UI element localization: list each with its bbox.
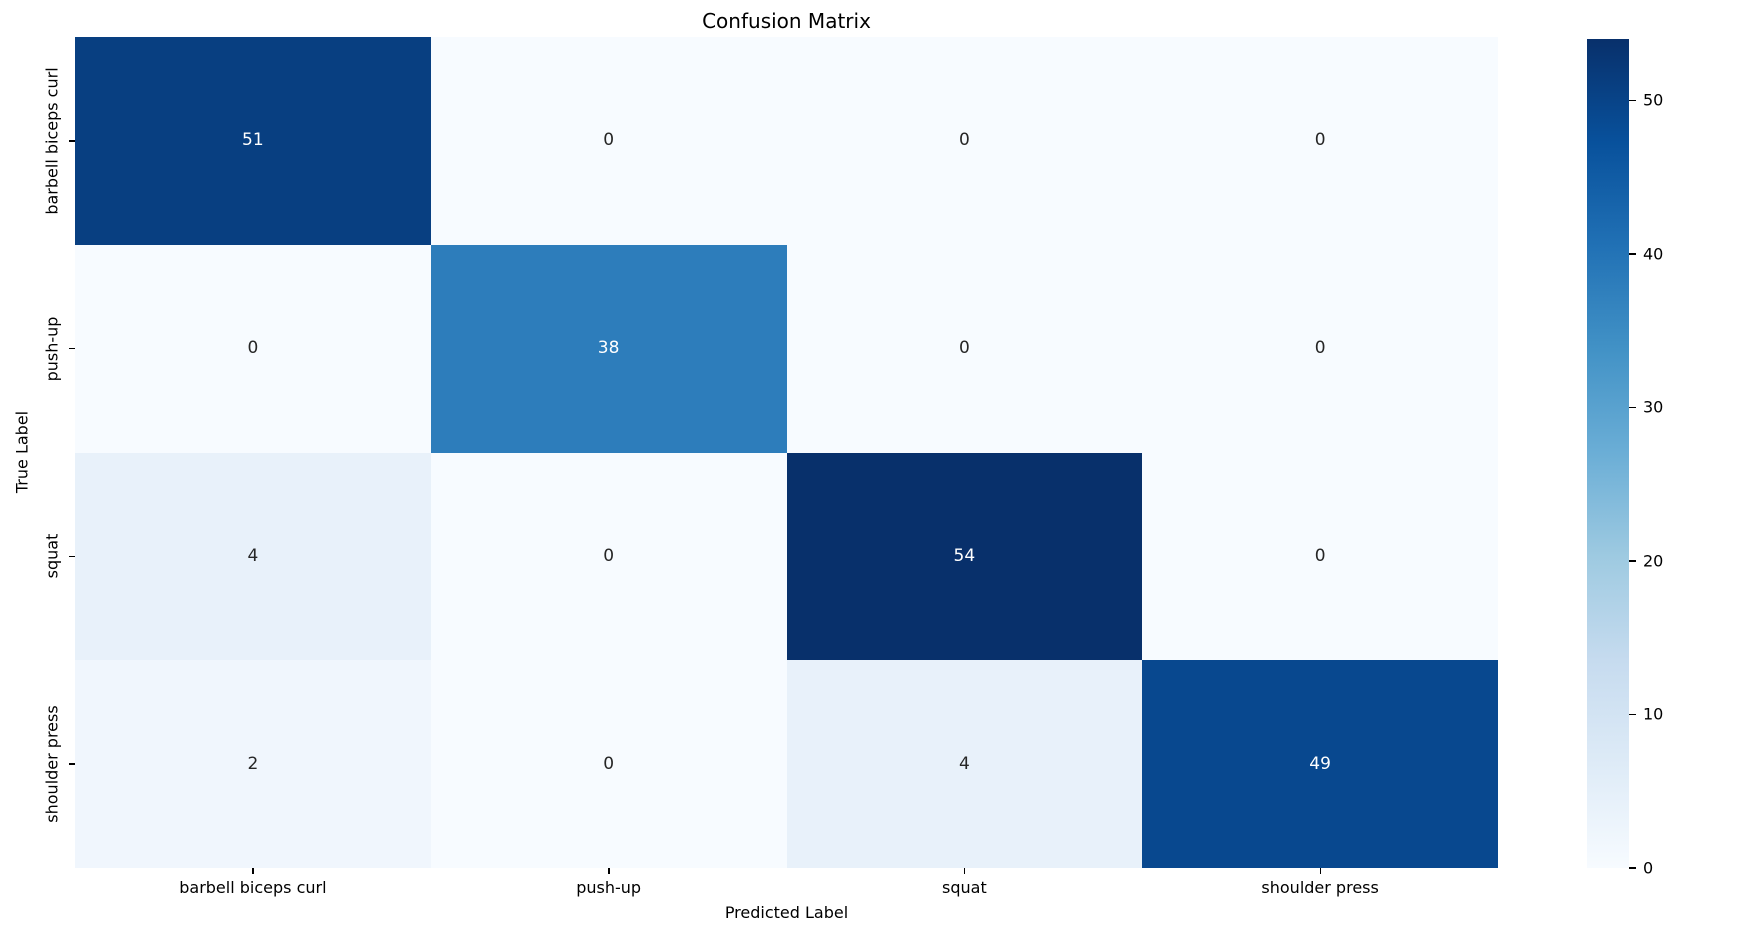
y-tick-label: barbell biceps curl: [42, 67, 62, 215]
x-tick-mark: [1319, 868, 1322, 874]
heatmap-grid: 51 0 0 0 0 38 0 0 4 0 54 0 2 0 4 49: [75, 37, 1498, 868]
matrix-cell: 0: [430, 452, 787, 661]
y-tick-mark: [69, 140, 75, 142]
x-tick-label: barbell biceps curl: [179, 878, 327, 897]
colorbar-tick-mark: [1629, 560, 1636, 562]
x-tick-mark: [963, 868, 966, 874]
matrix-cell: 54: [786, 452, 1143, 661]
matrix-cell: 0: [1142, 452, 1498, 661]
y-tick-label: shoulder press: [42, 705, 62, 823]
colorbar-tick-mark: [1629, 99, 1636, 102]
colorbar-tick-label: 20: [1643, 551, 1664, 571]
matrix-cell: 0: [1142, 244, 1498, 453]
colorbar-tick-label: 40: [1643, 244, 1664, 264]
y-tick-mark: [69, 555, 75, 558]
y-axis-label: True Label: [12, 410, 32, 494]
y-tick-label: push-up: [42, 316, 62, 382]
colorbar-tick-label: 0: [1643, 858, 1654, 878]
matrix-cell: 4: [75, 452, 431, 661]
x-tick-mark: [608, 868, 610, 874]
colorbar-tick-mark: [1629, 406, 1636, 409]
colorbar-tick-label: 50: [1643, 90, 1664, 110]
colorbar-tick-mark: [1629, 713, 1636, 716]
x-axis-label: Predicted Label: [724, 903, 849, 922]
matrix-cell: 0: [75, 244, 431, 453]
x-tick-label: shoulder press: [1261, 878, 1379, 897]
colorbar-tick-label: 10: [1643, 704, 1664, 724]
matrix-cell: 51: [75, 37, 431, 245]
colorbar: [1587, 39, 1629, 868]
colorbar-tick-mark: [1629, 253, 1636, 255]
colorbar-tick-mark: [1629, 867, 1636, 869]
x-tick-mark: [252, 868, 254, 874]
matrix-cell: 0: [786, 244, 1143, 453]
y-tick-mark: [69, 763, 75, 765]
matrix-cell: 2: [75, 660, 431, 868]
matrix-cell: 49: [1142, 660, 1498, 868]
y-tick-mark: [69, 347, 75, 350]
matrix-cell: 4: [786, 660, 1143, 868]
matrix-cell: 0: [430, 660, 787, 868]
matrix-cell: 0: [430, 37, 787, 245]
matrix-cell: 38: [430, 244, 787, 453]
x-tick-label: push-up: [576, 878, 642, 897]
x-tick-label: squat: [942, 878, 987, 897]
matrix-cell: 0: [786, 37, 1143, 245]
colorbar-tick-label: 30: [1643, 397, 1664, 417]
matrix-cell: 0: [1142, 37, 1498, 245]
chart-title: Confusion Matrix: [702, 9, 871, 33]
y-tick-label: squat: [42, 534, 62, 579]
